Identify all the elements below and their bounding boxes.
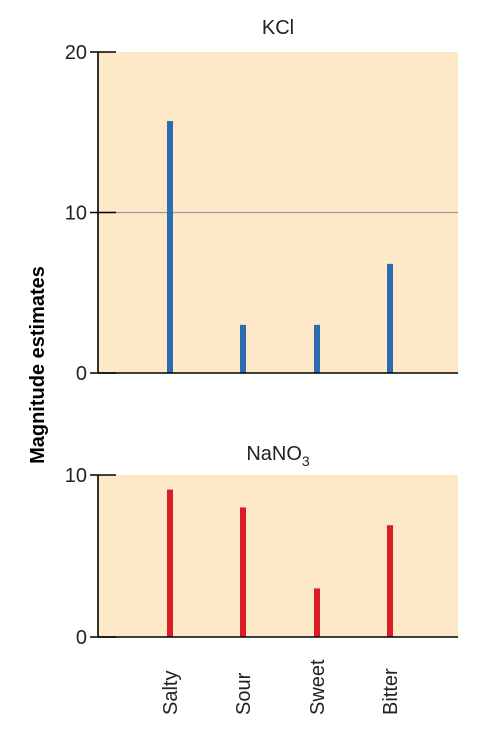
category-label-sour: Sour bbox=[233, 672, 255, 715]
panel-1-bar-bitter bbox=[387, 263, 393, 373]
panel-1-y-tick-label: 10 bbox=[65, 203, 87, 225]
panel-1-y-tick-label: 20 bbox=[65, 42, 87, 64]
panel-1-y-tick-label: 0 bbox=[76, 363, 87, 385]
category-label-sweet: Sweet bbox=[307, 659, 329, 715]
panel-1-bar-sweet bbox=[314, 324, 320, 373]
panel-2-background bbox=[98, 475, 458, 637]
panel-2-bar-sour bbox=[240, 507, 246, 637]
panel-2-bar-bitter bbox=[387, 525, 393, 637]
panel-1-bar-sour bbox=[240, 324, 246, 373]
y-axis-label: Magnitude estimates bbox=[27, 266, 49, 464]
panel-2-y-tick-label: 0 bbox=[76, 627, 87, 649]
panel-2-bar-sweet bbox=[314, 588, 320, 637]
panel-2-bar-salty bbox=[167, 489, 173, 637]
panel-2-title-subscript: 3 bbox=[302, 453, 310, 469]
panel-1-title: KCl bbox=[262, 17, 294, 39]
category-label-bitter: Bitter bbox=[380, 668, 402, 715]
panel-2-title: NaNO3 bbox=[246, 443, 310, 469]
panel-1-bar-salty bbox=[167, 121, 173, 373]
panel-2-y-tick-label: 10 bbox=[65, 465, 87, 487]
category-label-salty: Salty bbox=[160, 671, 182, 715]
